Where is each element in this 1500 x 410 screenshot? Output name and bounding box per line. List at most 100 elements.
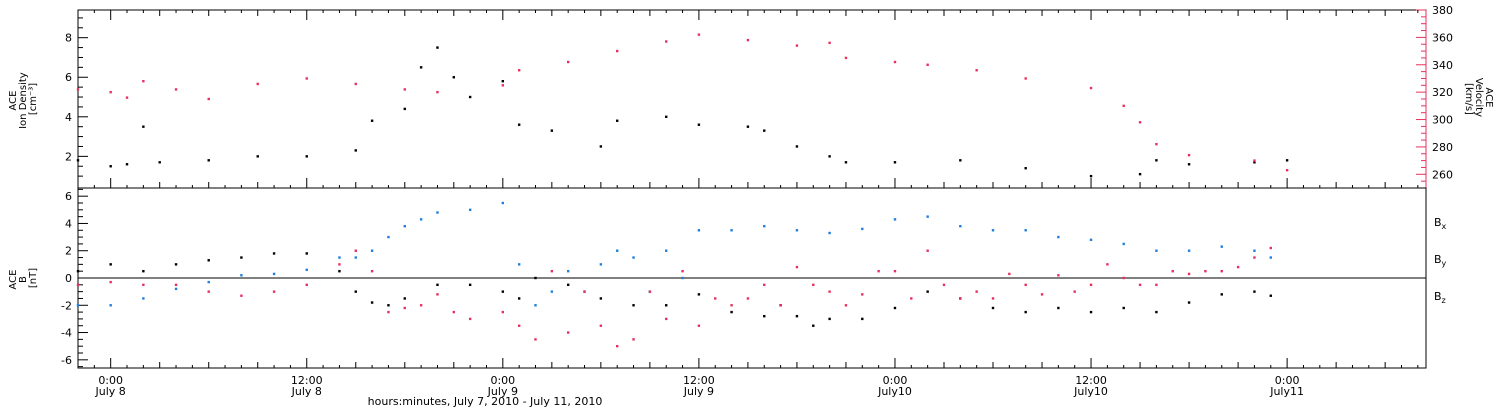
bx-point bbox=[468, 283, 472, 287]
bx-point bbox=[599, 297, 603, 300]
density-point bbox=[1089, 174, 1093, 178]
by-point bbox=[403, 224, 406, 228]
date-tick-label: July11 bbox=[1269, 385, 1304, 398]
by-point bbox=[1057, 235, 1060, 239]
by-point bbox=[550, 290, 554, 293]
velocity-point bbox=[76, 88, 80, 91]
bx-point bbox=[403, 297, 406, 300]
bz-point bbox=[942, 283, 946, 287]
bz-point bbox=[583, 290, 586, 293]
bz-point bbox=[730, 304, 733, 307]
density-point bbox=[763, 129, 766, 132]
bz-point bbox=[910, 297, 913, 300]
bz-point bbox=[174, 283, 178, 287]
density-point bbox=[550, 129, 554, 132]
b-ylabel-line1: ACE bbox=[8, 270, 19, 290]
bz-point bbox=[1187, 272, 1191, 276]
legend-by: By bbox=[1434, 253, 1447, 268]
b-tick-label: 0 bbox=[65, 272, 72, 285]
bx-point bbox=[991, 306, 995, 310]
time-tick-label: 0:00 bbox=[98, 374, 123, 387]
velocity-point bbox=[828, 41, 831, 45]
density-point bbox=[256, 155, 259, 158]
velocity-point bbox=[697, 33, 701, 36]
bx-point bbox=[338, 269, 341, 273]
bx-point bbox=[387, 304, 390, 307]
bx-series bbox=[76, 252, 1272, 327]
legend-bx: Bx bbox=[1434, 216, 1447, 231]
bx-point bbox=[1024, 310, 1027, 314]
density-point bbox=[893, 161, 897, 164]
velocity-point bbox=[207, 97, 210, 101]
time-tick-label: 12:00 bbox=[1075, 374, 1107, 387]
bz-point bbox=[746, 297, 750, 300]
date-tick-label: July 9 bbox=[683, 385, 714, 398]
velocity-point bbox=[142, 80, 145, 83]
density-point bbox=[452, 76, 456, 79]
velocity-point bbox=[125, 96, 129, 99]
by-point bbox=[1220, 245, 1223, 248]
magnetic-field-panel: -6 -4 -2 0 2 4 6 ACE B [nT] Bx By Bz bbox=[8, 187, 1447, 369]
bx-point bbox=[812, 324, 815, 327]
density-axis-ticks: 2 4 6 8 bbox=[65, 17, 88, 177]
density-ylabel-line2: Ion Density bbox=[18, 72, 29, 129]
density-ylabel-line1: ACE bbox=[8, 91, 19, 111]
bx-point bbox=[730, 310, 733, 314]
density-point bbox=[1138, 172, 1142, 176]
bz-point bbox=[1138, 283, 1142, 287]
bx-point bbox=[828, 317, 831, 321]
velocity-point bbox=[746, 38, 750, 42]
bx-point bbox=[534, 276, 537, 280]
density-point bbox=[1155, 159, 1158, 162]
density-point bbox=[158, 161, 161, 164]
by-point bbox=[599, 263, 603, 266]
bz-point bbox=[305, 283, 308, 287]
bx-point bbox=[370, 301, 374, 304]
bx-point bbox=[795, 314, 799, 318]
b-tick-label: 6 bbox=[65, 190, 72, 203]
velocity-ylabel: ACE Velocity [km/s] bbox=[1463, 78, 1494, 120]
by-point bbox=[387, 235, 390, 239]
bz-point bbox=[240, 294, 243, 297]
bz-point bbox=[370, 269, 374, 273]
by-point bbox=[681, 276, 684, 280]
bz-point bbox=[616, 344, 619, 348]
bz-point bbox=[648, 290, 652, 293]
density-point bbox=[795, 145, 799, 148]
bz-point bbox=[697, 324, 701, 327]
b-legend: Bx By Bz bbox=[1434, 216, 1447, 305]
by-point bbox=[861, 227, 864, 231]
by-point bbox=[272, 272, 276, 276]
density-tick-label: 8 bbox=[65, 32, 72, 45]
density-ylabel-line3: [cm⁻³] bbox=[28, 83, 39, 115]
velocity-point bbox=[616, 49, 619, 53]
bx-point bbox=[76, 269, 80, 273]
bz-point bbox=[665, 317, 668, 321]
density-velocity-panel: 2 4 6 8 260 280 300 320 340 360 380 ACE Ion Densi… bbox=[8, 4, 1494, 189]
density-point bbox=[142, 125, 145, 128]
by-point bbox=[566, 269, 570, 273]
velocity-point bbox=[665, 40, 668, 43]
bz-point bbox=[714, 297, 717, 300]
by-point bbox=[1269, 256, 1272, 259]
top-panel-frame bbox=[77, 9, 1427, 189]
bz-point bbox=[681, 269, 684, 273]
velocity-point bbox=[1122, 104, 1125, 108]
bz-point bbox=[893, 269, 897, 273]
by-point bbox=[207, 280, 210, 284]
time-tick-label: 0:00 bbox=[490, 374, 515, 387]
b-axis-ticks: -6 -4 -2 0 2 4 6 bbox=[61, 188, 88, 368]
density-point bbox=[959, 159, 962, 162]
velocity-tick-label: 320 bbox=[1432, 86, 1453, 99]
bz-point bbox=[991, 297, 995, 300]
density-point bbox=[844, 161, 848, 164]
velocity-ylabel-line3: [km/s] bbox=[1463, 83, 1474, 115]
velocity-point bbox=[109, 90, 112, 94]
velocity-point bbox=[566, 60, 570, 64]
by-point bbox=[959, 224, 962, 228]
bz-point bbox=[1171, 269, 1174, 273]
date-tick-label: July 9 bbox=[487, 385, 518, 398]
by-point bbox=[240, 274, 243, 277]
